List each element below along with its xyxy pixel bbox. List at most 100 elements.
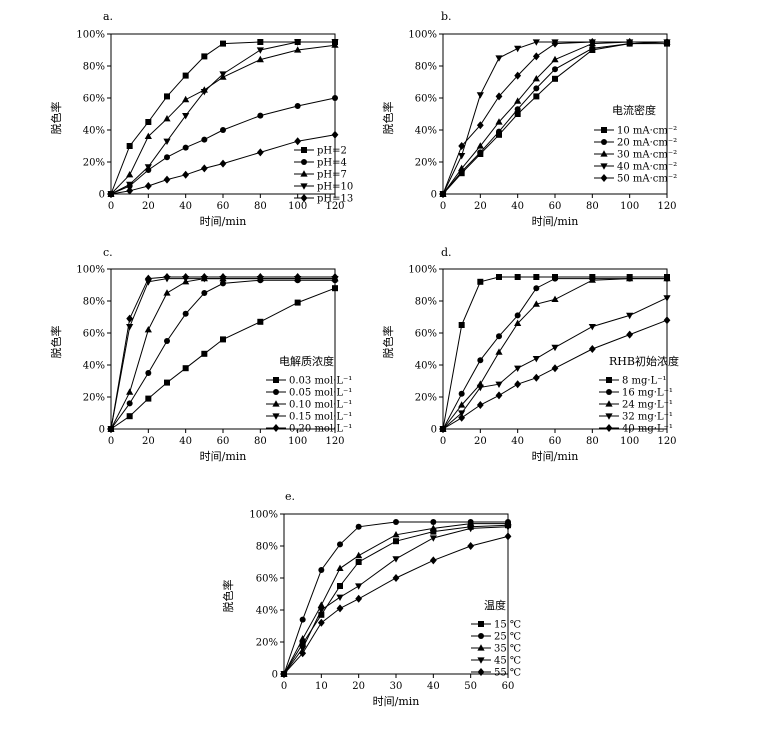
legend-label: 25 ℃ (494, 632, 521, 643)
y-tick-label: 100% (249, 510, 278, 521)
series-line (110, 41, 335, 195)
data-point (532, 300, 540, 307)
data-point (182, 170, 190, 179)
legend-item: 0.05 mol·L⁻¹ (266, 388, 352, 399)
data-point (551, 295, 559, 302)
data-point (220, 280, 226, 287)
y-tick-label: 0 (99, 190, 105, 201)
legend-item: 32 mg·L⁻¹ (599, 412, 673, 423)
data-point (393, 538, 399, 545)
x-tick-label: 60 (549, 201, 562, 212)
series-line (442, 41, 667, 195)
series-line (110, 134, 336, 195)
x-tick-label: 100 (288, 201, 307, 212)
data-point (551, 39, 559, 48)
legend-item: pH=10 (294, 182, 353, 193)
series-line (442, 297, 668, 430)
x-tick-label: 120 (657, 436, 676, 447)
data-point (107, 190, 115, 198)
x-tick-label: 0 (440, 201, 446, 212)
data-point (219, 159, 227, 168)
panel-label: e. (285, 490, 295, 503)
legend-marker (601, 127, 607, 133)
data-point (533, 274, 540, 280)
x-tick-label: 80 (254, 201, 267, 212)
data-point (182, 113, 190, 120)
data-point (458, 401, 466, 408)
data-point (294, 39, 302, 46)
data-point (495, 55, 503, 62)
y-tick-label: 20% (256, 638, 278, 649)
legend-item: 30 mA·cm⁻² (594, 150, 677, 161)
y-tick-label: 40% (415, 126, 437, 137)
series-line (110, 287, 336, 430)
legend-label: 8 mg·L⁻¹ (622, 376, 667, 387)
data-point (257, 112, 264, 119)
data-point (514, 319, 522, 326)
data-point (299, 640, 306, 647)
legend-label: 30 mA·cm⁻² (617, 150, 677, 161)
y-tick-label: 100% (408, 265, 437, 276)
data-point (163, 115, 171, 122)
series-line (442, 278, 667, 430)
data-point (533, 285, 540, 292)
data-point (332, 285, 338, 292)
legend-label: 20 mA·cm⁻² (617, 138, 677, 149)
legend-marker (606, 389, 612, 395)
data-point (392, 531, 400, 538)
data-point (336, 604, 344, 613)
legend-item: 0.03 mol·L⁻¹ (266, 376, 352, 387)
x-tick-label: 10 (315, 681, 328, 692)
legend-item: 10 mA·cm⁻² (594, 126, 677, 137)
series-3 (439, 274, 671, 432)
data-point (144, 164, 152, 171)
data-point (294, 299, 301, 306)
legend-label: 0.03 mol·L⁻¹ (289, 376, 352, 387)
data-point (256, 55, 264, 63)
data-point (626, 330, 634, 339)
legend-marker (301, 147, 307, 153)
legend-item: pH=13 (294, 194, 353, 205)
y-tick-label: 40% (415, 361, 437, 372)
series-2 (108, 95, 338, 197)
data-point (495, 391, 503, 400)
series-4 (107, 39, 339, 198)
series-5 (280, 532, 512, 678)
legend: 电解质浓度 0.03 mol·L⁻¹0.05 mol·L⁻¹0.10 mol·L⁻… (266, 354, 352, 435)
legend-label: pH=2 (317, 146, 347, 157)
data-point (467, 525, 475, 533)
x-tick-label: 80 (586, 436, 599, 447)
data-point (163, 175, 171, 184)
x-tick-label: 40 (179, 201, 192, 212)
legend-label: 55 ℃ (494, 668, 521, 679)
x-tick-label: 120 (325, 201, 344, 212)
series-line (442, 41, 667, 195)
y-tick-label: 20% (83, 393, 105, 404)
data-point (145, 395, 152, 402)
x-tick-label: 60 (217, 201, 230, 212)
data-point (145, 119, 152, 125)
data-point (467, 542, 475, 550)
data-point (588, 345, 596, 353)
data-point (495, 92, 503, 101)
series-line (110, 278, 335, 430)
data-point (496, 274, 502, 280)
data-point (477, 278, 484, 285)
data-point (256, 148, 264, 157)
legend-item: 50 mA·cm⁻² (594, 174, 677, 185)
x-tick-label: 20 (142, 436, 155, 447)
legend-marker (600, 150, 608, 157)
series-1 (281, 522, 511, 677)
data-point (256, 47, 264, 54)
series-line (442, 278, 667, 430)
x-tick-label: 80 (254, 436, 267, 447)
plot-frame (283, 513, 509, 675)
legend-item: pH=2 (294, 146, 347, 157)
data-point (552, 66, 558, 73)
y-tick-label: 20% (415, 393, 437, 404)
data-point (201, 350, 208, 357)
legend-label: 0.10 mol·L⁻¹ (289, 400, 352, 411)
data-point (126, 413, 133, 420)
legend-marker (606, 377, 612, 383)
